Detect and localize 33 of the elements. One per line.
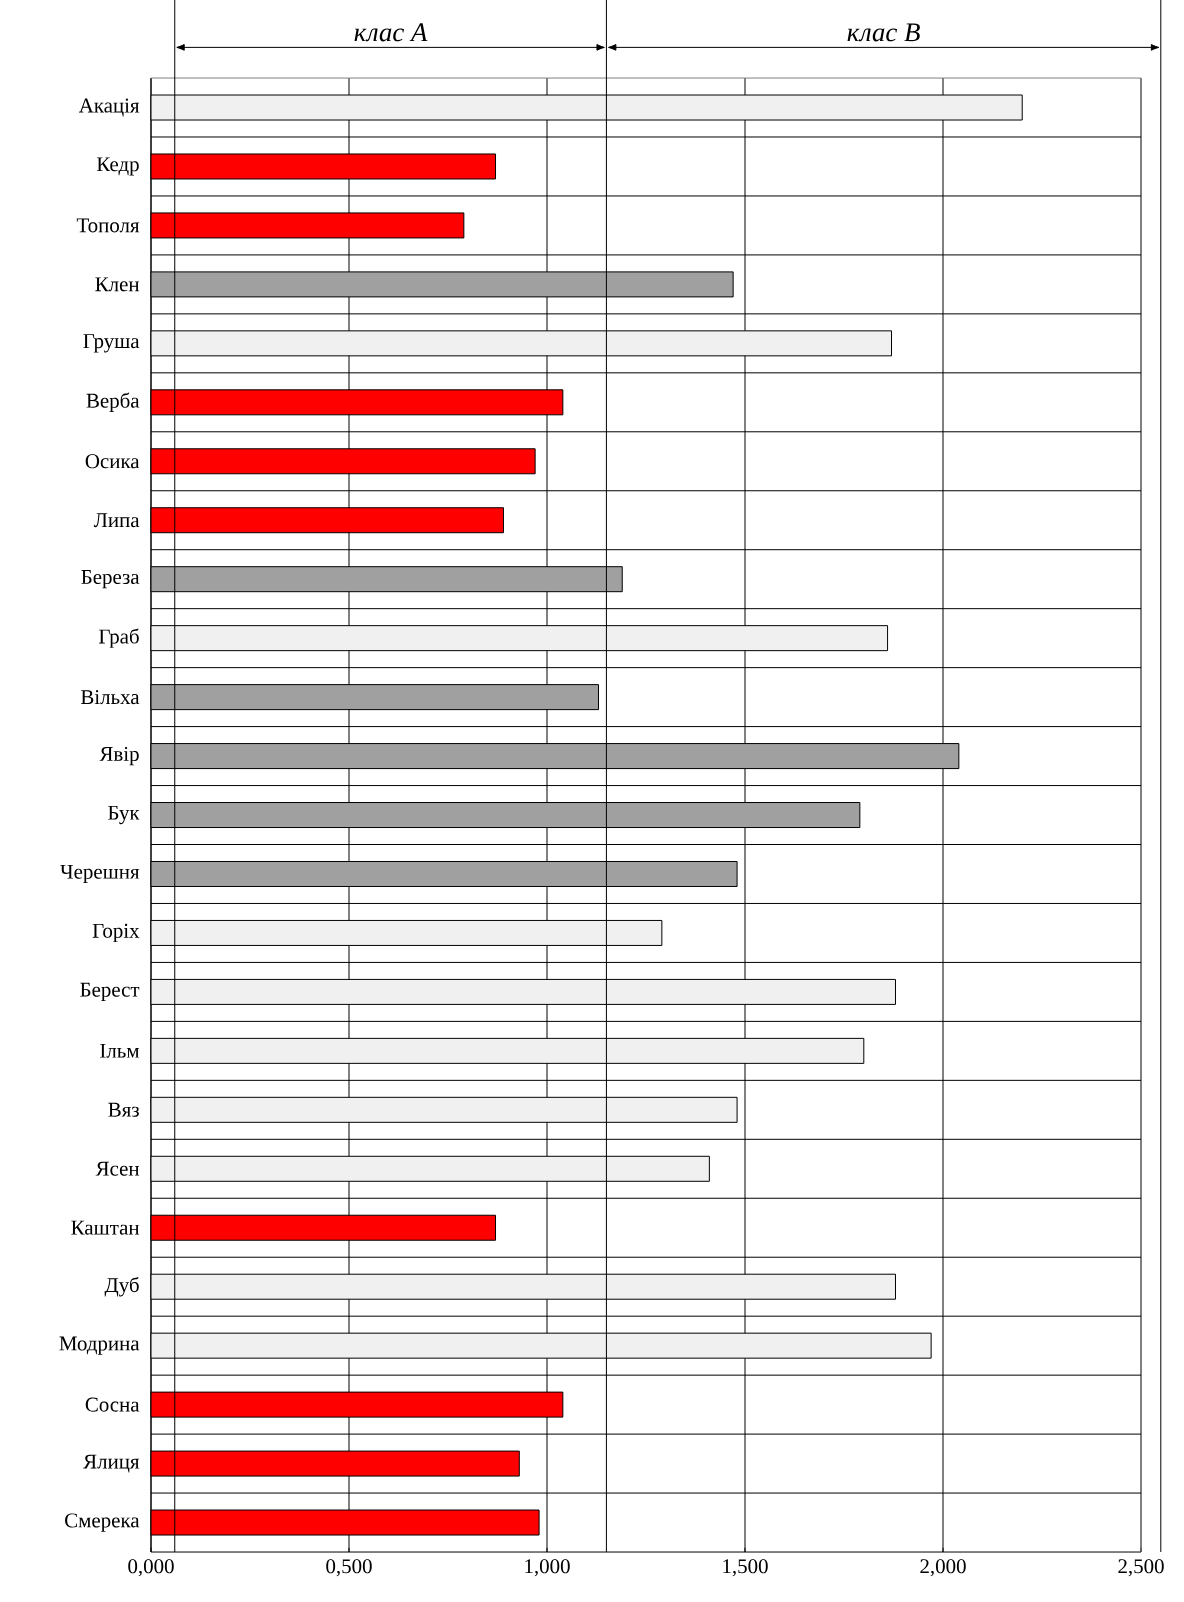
y-tick-label: Черешня (60, 864, 140, 884)
y-tick-label: Дуб (104, 1276, 139, 1297)
y-tick-label: Граб (99, 628, 139, 648)
y-tick-label: Ясен (95, 1161, 140, 1176)
x-tick-label: 2,000 (920, 1559, 966, 1577)
x-tick-label: 0,500 (326, 1559, 372, 1577)
x-tick-label: 1,500 (723, 1559, 768, 1577)
y-tick-label: Береза (81, 570, 140, 589)
y-tick-label: Модрина (59, 1336, 140, 1355)
y-tick-label: Вільха (80, 690, 140, 705)
y-tick-label: Сосна (85, 1397, 140, 1412)
y-tick-label: Каштан (71, 1220, 140, 1235)
y-tick-label: Осика (85, 454, 140, 469)
y-tick-label: Акація (78, 98, 140, 117)
y-tick-label: Клен (95, 277, 140, 292)
x-tick-label: 0,000 (128, 1559, 174, 1577)
text: клас A (354, 23, 428, 42)
x-tick-label: 1,000 (525, 1559, 570, 1577)
y-tick-label: Вяз (108, 1102, 139, 1117)
y-tick-label: Ялиця (83, 1454, 140, 1473)
text: клас B (847, 23, 920, 42)
y-tick-label: Берест (80, 982, 140, 1001)
y-tick-label: Верба (86, 392, 140, 413)
y-tick-label: Липа (93, 513, 140, 528)
y-tick-label: Тополя (76, 218, 140, 233)
y-tick-label: Ільм (100, 1043, 140, 1058)
y-tick-label: Смерека (65, 1513, 140, 1532)
y-tick-label: Бук (108, 805, 140, 825)
y-tick-label: Кедр (96, 157, 139, 176)
y-tick-label: Явір (99, 746, 139, 766)
x-tick-label: 2,500 (1118, 1559, 1164, 1577)
y-tick-label: Груша (83, 334, 140, 353)
y-tick-label: Горіх (92, 923, 140, 943)
